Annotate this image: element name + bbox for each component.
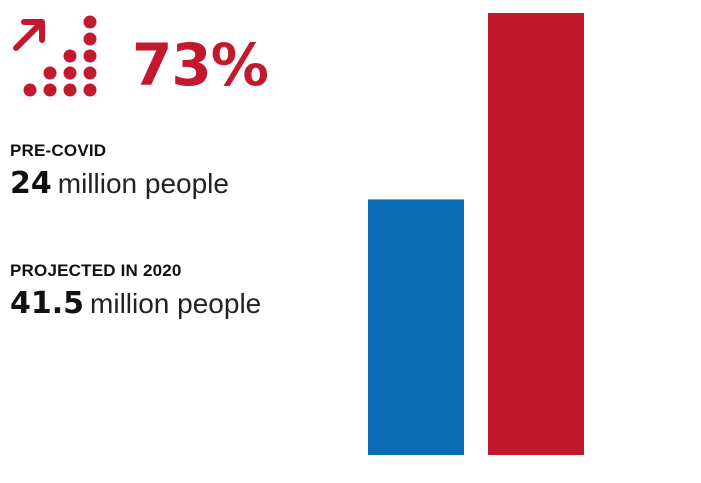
stat-label: PRE-COVID xyxy=(10,141,107,160)
arrow-head xyxy=(21,19,45,43)
growth-people-icon xyxy=(13,15,97,97)
headline: 73% xyxy=(10,8,310,108)
person-dot xyxy=(43,83,57,97)
stat-label: PROJECTED IN 2020 xyxy=(10,261,182,280)
stat-value: 24 xyxy=(10,166,52,201)
person-dot xyxy=(63,49,77,63)
stat-unit: million people xyxy=(90,288,262,319)
stat-value: 41.5 xyxy=(10,286,85,321)
person-dot xyxy=(83,83,97,97)
stat-unit: million people xyxy=(57,168,229,199)
person-dot xyxy=(63,83,77,97)
person-dot xyxy=(83,66,97,80)
stat-line: 41.5 million people xyxy=(10,289,261,319)
arrow-shaft xyxy=(13,21,43,51)
person-dot xyxy=(83,49,97,63)
stat-pre-covid: PRE-COVID 24 million people xyxy=(10,142,229,199)
percent-change: 73% xyxy=(132,31,269,99)
person-dot xyxy=(83,32,97,46)
stat-line: 24 million people xyxy=(10,169,229,199)
person-dot xyxy=(83,15,97,29)
person-dot xyxy=(23,83,37,97)
bar-chart xyxy=(368,13,584,455)
bar-projected-2020 xyxy=(488,13,584,455)
person-dot xyxy=(43,66,57,80)
stat-projected-2020: PROJECTED IN 2020 41.5 million people xyxy=(10,262,261,319)
person-dot xyxy=(63,66,77,80)
bar-pre-covid xyxy=(368,199,464,455)
